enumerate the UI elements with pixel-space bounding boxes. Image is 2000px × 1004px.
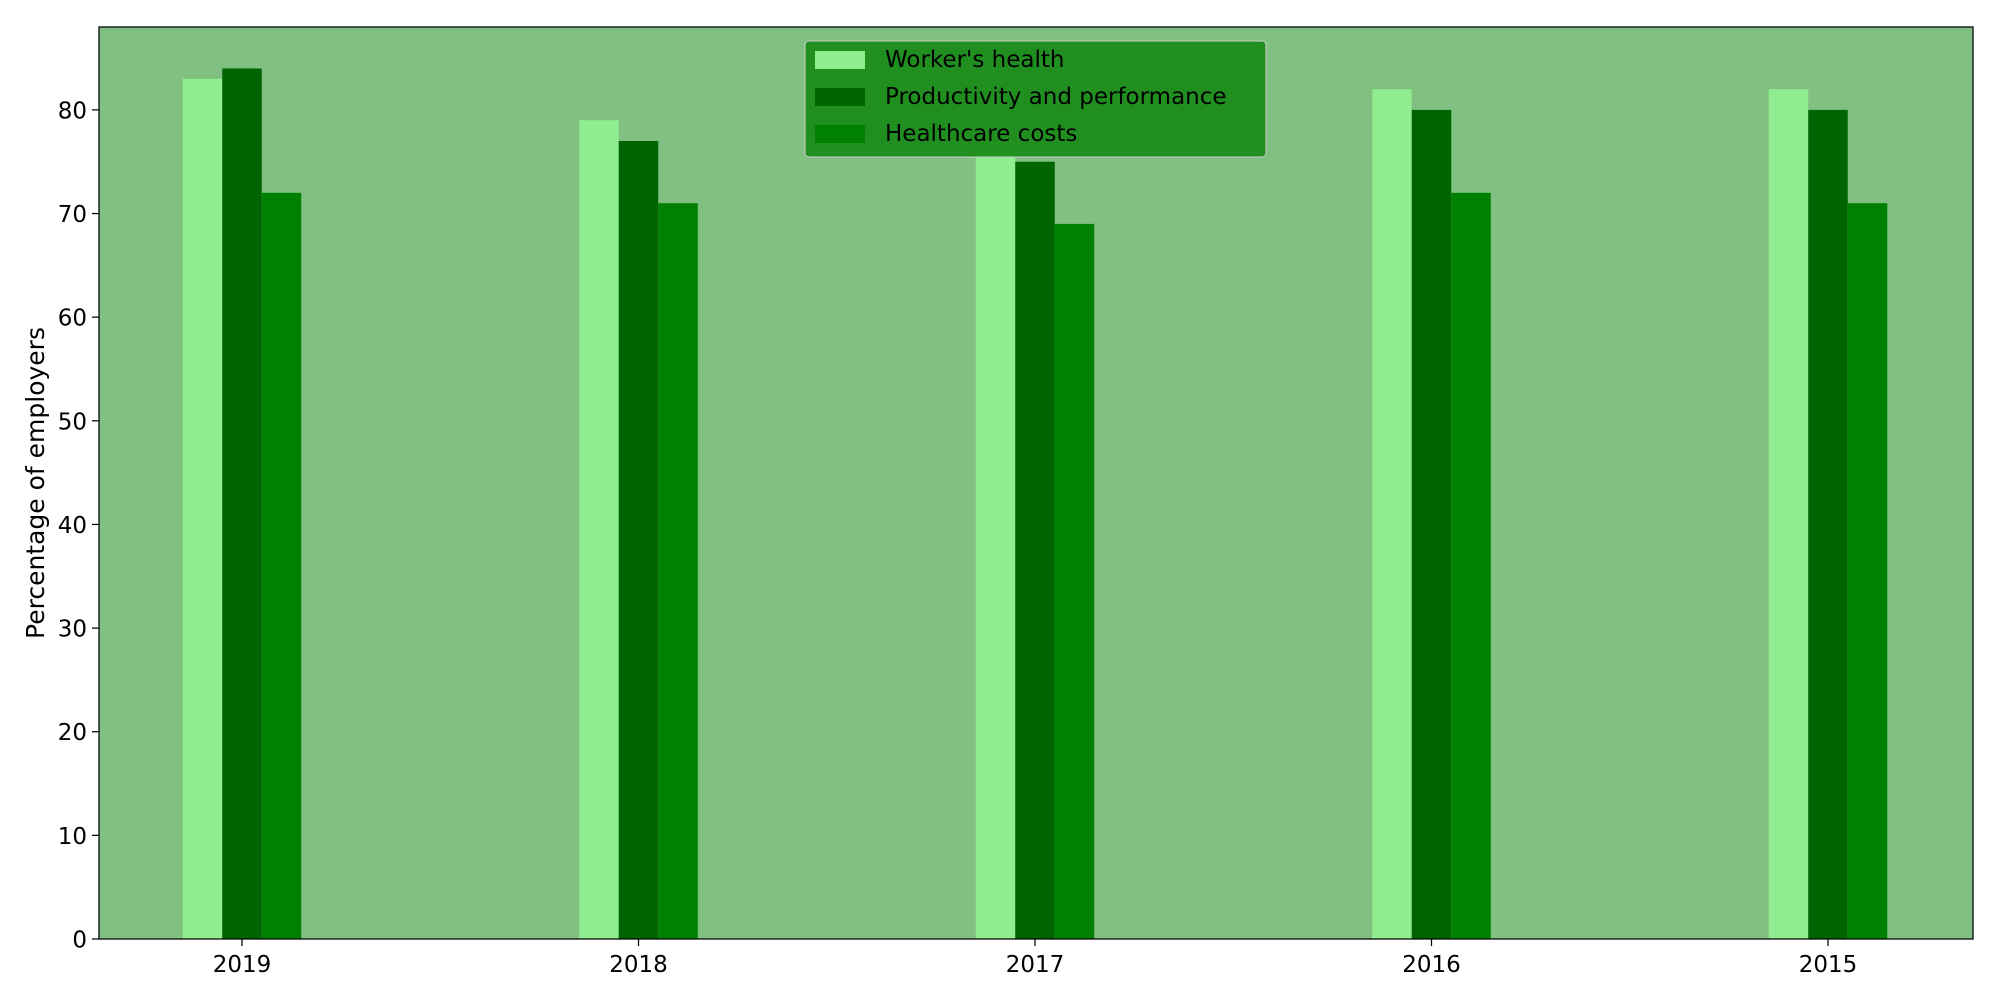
bar-0-2015	[1768, 89, 1809, 939]
bar-0-2019	[182, 78, 223, 940]
y-tick-label: 50	[58, 409, 87, 435]
bar-1-2017	[1015, 161, 1055, 939]
bar-1-2018	[618, 141, 659, 939]
x-axis-ticks: 2019 2018 2017 2016 2015	[213, 939, 1858, 978]
y-axis-ticks: 0 10 20 30 40 50 60 70 80	[58, 98, 99, 954]
plot-frame	[98, 26, 1974, 940]
axes-layer	[98, 26, 1974, 940]
y-axis-label: Percentage of employers	[21, 327, 50, 639]
bar-2-2017	[1054, 223, 1095, 940]
x-tick-label: 2016	[1402, 952, 1461, 978]
x-tick-label: 2018	[609, 952, 668, 978]
x-tick-label: 2017	[1006, 952, 1065, 978]
bars-layer	[182, 68, 1888, 940]
legend-swatch	[815, 51, 865, 69]
bar-1-2015	[1808, 109, 1848, 940]
y-tick-label: 70	[58, 202, 87, 228]
bar-1-2019	[222, 68, 262, 940]
x-tick-label: 2015	[1799, 952, 1858, 978]
legend-swatch	[815, 88, 865, 106]
bar-2-2019	[261, 192, 302, 939]
legend-box	[804, 40, 1267, 158]
y-tick-label: 10	[58, 824, 87, 850]
bar-1-2016	[1411, 109, 1452, 940]
y-tick-label: 60	[58, 306, 87, 332]
bar-0-2018	[579, 120, 619, 940]
y-tick-label: 0	[72, 928, 87, 954]
legend-label: Healthcare costs	[885, 121, 1077, 147]
y-tick-label: 40	[58, 513, 87, 539]
legend-label: Worker's health	[885, 47, 1064, 73]
legend-label: Productivity and performance	[885, 84, 1227, 110]
y-tick-label: 20	[58, 720, 87, 746]
legend-swatch	[815, 125, 865, 143]
bar-2-2015	[1847, 203, 1888, 939]
bar-2-2016	[1451, 192, 1491, 939]
y-tick-label: 30	[58, 617, 87, 643]
bar-2-2018	[658, 203, 698, 939]
x-tick-label: 2019	[213, 952, 272, 978]
y-tick-label: 80	[58, 98, 87, 124]
legend: Worker's health Productivity and performa…	[804, 40, 1267, 158]
bar-0-2016	[1372, 89, 1412, 939]
bar-0-2017	[975, 141, 1016, 939]
